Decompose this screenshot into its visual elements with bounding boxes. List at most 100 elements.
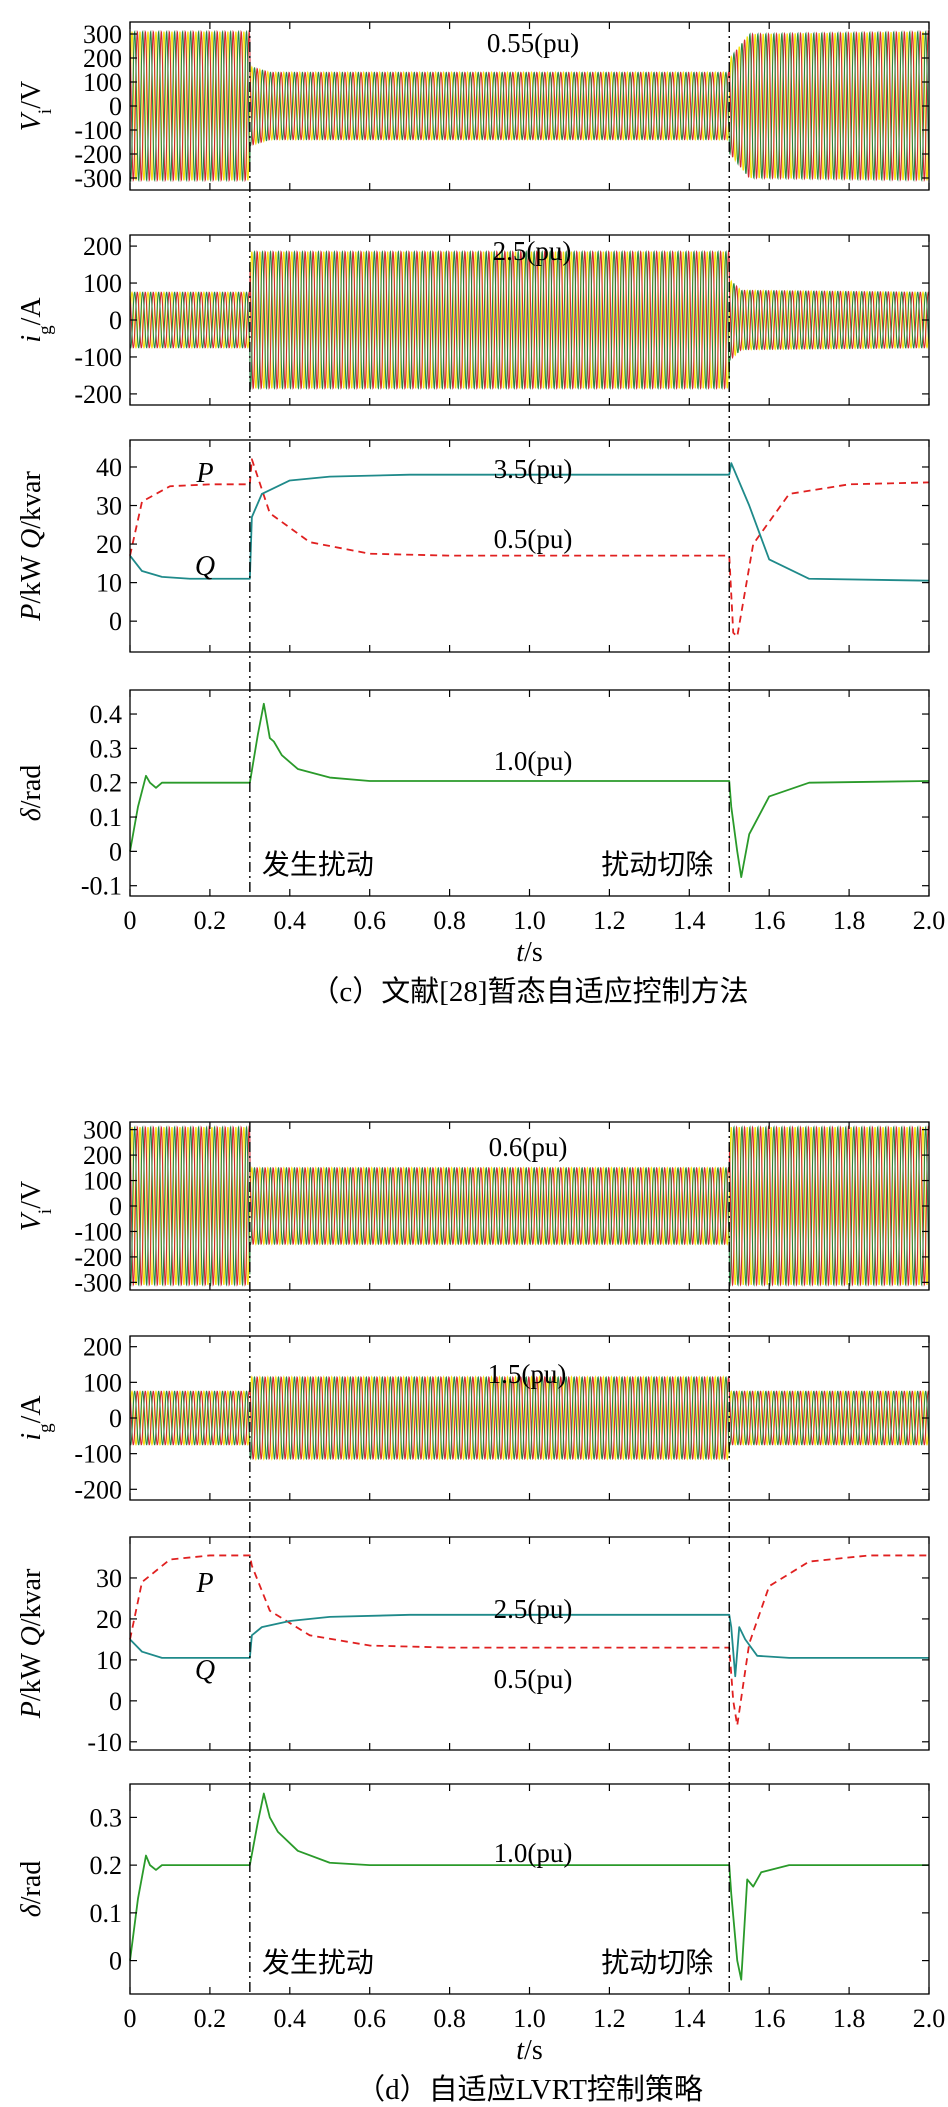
x-tick-label: 0.6 bbox=[353, 906, 386, 935]
y-tick-label: 40 bbox=[96, 453, 122, 482]
x-tick-label: 2.0 bbox=[913, 906, 946, 935]
y-tick-label: -300 bbox=[74, 1268, 122, 1297]
y-tick-label: 30 bbox=[96, 1564, 122, 1593]
y-axis-label: P/kW Q/kvar bbox=[16, 471, 47, 622]
curve-layer bbox=[129, 458, 930, 1981]
c-Vi-phase-2 bbox=[129, 29, 930, 183]
d-ig-phase-1 bbox=[129, 1375, 930, 1461]
annotation-d-PQ: P bbox=[195, 1568, 213, 1599]
y-tick-label: -200 bbox=[74, 1243, 122, 1272]
x-axis-label: t/s bbox=[516, 937, 542, 968]
annotation-c-delta: 1.0(pu) bbox=[494, 746, 573, 776]
c-delta-delta-line bbox=[129, 702, 930, 879]
x-tick-label: 0.2 bbox=[194, 906, 227, 935]
y-tick-label: 0.3 bbox=[90, 1803, 123, 1832]
y-axis-label: δ/rad bbox=[16, 765, 47, 822]
x-tick-label: 2.0 bbox=[913, 2004, 946, 2033]
y-tick-label: 100 bbox=[83, 269, 122, 298]
y-tick-label: -300 bbox=[74, 164, 122, 193]
y-tick-label: 200 bbox=[83, 1333, 122, 1362]
y-tick-label: 0.3 bbox=[90, 734, 123, 763]
y-tick-label: -200 bbox=[74, 1475, 122, 1504]
x-tick-label: 0.8 bbox=[433, 2004, 466, 2033]
y-tick-label: 10 bbox=[96, 1646, 122, 1675]
x-tick-label: 0.4 bbox=[274, 2004, 307, 2033]
annotation-c-PQ: 0.5(pu) bbox=[494, 524, 573, 554]
y-axis-label: ig/A bbox=[16, 1395, 56, 1441]
annotation-c-PQ: Q bbox=[195, 551, 215, 582]
d-ig-phase-3 bbox=[129, 1375, 930, 1461]
marker-clear: 扰动切除 bbox=[601, 1947, 713, 1979]
x-tick-label: 1.6 bbox=[753, 2004, 786, 2033]
y-tick-label: 300 bbox=[83, 20, 122, 49]
x-tick-label: 1.2 bbox=[593, 2004, 626, 2033]
x-tick-label: 1.0 bbox=[513, 906, 546, 935]
y-tick-label: -200 bbox=[74, 140, 122, 169]
y-tick-label: 20 bbox=[96, 1605, 122, 1634]
d-delta-delta-line bbox=[129, 1792, 929, 1981]
y-tick-label: 0.4 bbox=[90, 700, 123, 729]
y-tick-label: -100 bbox=[74, 1440, 122, 1469]
x-axis-label: t/s bbox=[516, 2035, 542, 2066]
annotation-d-PQ: Q bbox=[195, 1655, 215, 1686]
frame-layer bbox=[129, 21, 930, 1995]
d-Vi-phase-1 bbox=[129, 1127, 930, 1285]
y-axis-label: δ/rad bbox=[16, 1861, 47, 1918]
y-tick-label: -100 bbox=[74, 1217, 122, 1246]
x-tick-label: 1.0 bbox=[513, 2004, 546, 2033]
y-tick-label: 100 bbox=[83, 1368, 122, 1397]
marker-disturb: 发生扰动 bbox=[262, 1947, 374, 1979]
figure-caption: （d）自适应LVRT控制策略 bbox=[356, 2073, 703, 2106]
y-tick-label: -100 bbox=[74, 116, 122, 145]
y-tick-label: 0.1 bbox=[90, 1899, 123, 1928]
annotation-c-PQ: P bbox=[195, 458, 213, 489]
y-tick-label: 0 bbox=[109, 1404, 122, 1433]
x-tick-label: 1.8 bbox=[833, 2004, 866, 2033]
y-tick-label: 0.1 bbox=[90, 803, 123, 832]
c-PQ-P-line bbox=[129, 458, 930, 638]
c-Vi-phase-1 bbox=[129, 31, 930, 181]
annotation-d-PQ: 0.5(pu) bbox=[494, 1664, 573, 1694]
y-tick-label: -0.1 bbox=[81, 872, 122, 901]
d-PQ-P-line bbox=[129, 1554, 929, 1727]
x-tick-label: 0.6 bbox=[353, 2004, 386, 2033]
text-layer: 3002001000-100-200-3002001000-100-200403… bbox=[16, 20, 945, 2106]
d-Vi-phase-2 bbox=[129, 1125, 930, 1287]
marker-disturb: 发生扰动 bbox=[262, 849, 374, 881]
y-tick-label: 300 bbox=[83, 1116, 122, 1145]
x-tick-label: 0.8 bbox=[433, 906, 466, 935]
y-tick-label: 0 bbox=[109, 92, 122, 121]
y-tick-label: 200 bbox=[83, 232, 122, 261]
annotation-c-PQ: 3.5(pu) bbox=[494, 454, 573, 484]
y-tick-label: 0 bbox=[109, 306, 122, 335]
y-tick-label: 0.2 bbox=[90, 769, 123, 798]
annotation-c-ig: 2.5(pu) bbox=[493, 236, 572, 266]
x-tick-label: 1.4 bbox=[673, 906, 706, 935]
x-tick-label: 0 bbox=[124, 2004, 137, 2033]
y-tick-label: 0.2 bbox=[90, 1851, 123, 1880]
c-Vi-phase-3 bbox=[129, 29, 930, 183]
y-tick-label: 200 bbox=[83, 1141, 122, 1170]
x-tick-label: 1.4 bbox=[673, 2004, 706, 2033]
annotation-d-Vi: 0.6(pu) bbox=[489, 1132, 568, 1162]
y-axis-label: P/kW Q/kvar bbox=[16, 1568, 47, 1719]
c-ig-phase-1 bbox=[129, 251, 930, 389]
y-tick-label: 10 bbox=[96, 569, 122, 598]
c-PQ-Q-line bbox=[129, 462, 930, 582]
y-tick-label: 100 bbox=[83, 1167, 122, 1196]
y-tick-label: 0 bbox=[109, 837, 122, 866]
x-tick-label: 0 bbox=[124, 906, 137, 935]
c-ig-phase-2 bbox=[129, 250, 930, 390]
y-tick-label: 0 bbox=[109, 1192, 122, 1221]
x-tick-label: 0.4 bbox=[274, 906, 307, 935]
x-tick-label: 1.8 bbox=[833, 906, 866, 935]
y-tick-label: 0 bbox=[109, 1947, 122, 1976]
annotation-c-Vi: 0.55(pu) bbox=[487, 28, 579, 58]
marker-clear: 扰动切除 bbox=[601, 849, 713, 881]
d-ig-phase-2 bbox=[129, 1375, 930, 1461]
y-axis-label: Vi/V bbox=[16, 81, 56, 131]
x-tick-label: 0.2 bbox=[194, 2004, 227, 2033]
d-Vi-phase-3 bbox=[129, 1125, 930, 1287]
figure-caption: （c）文献[28]暂态自适应控制方法 bbox=[310, 975, 748, 1008]
